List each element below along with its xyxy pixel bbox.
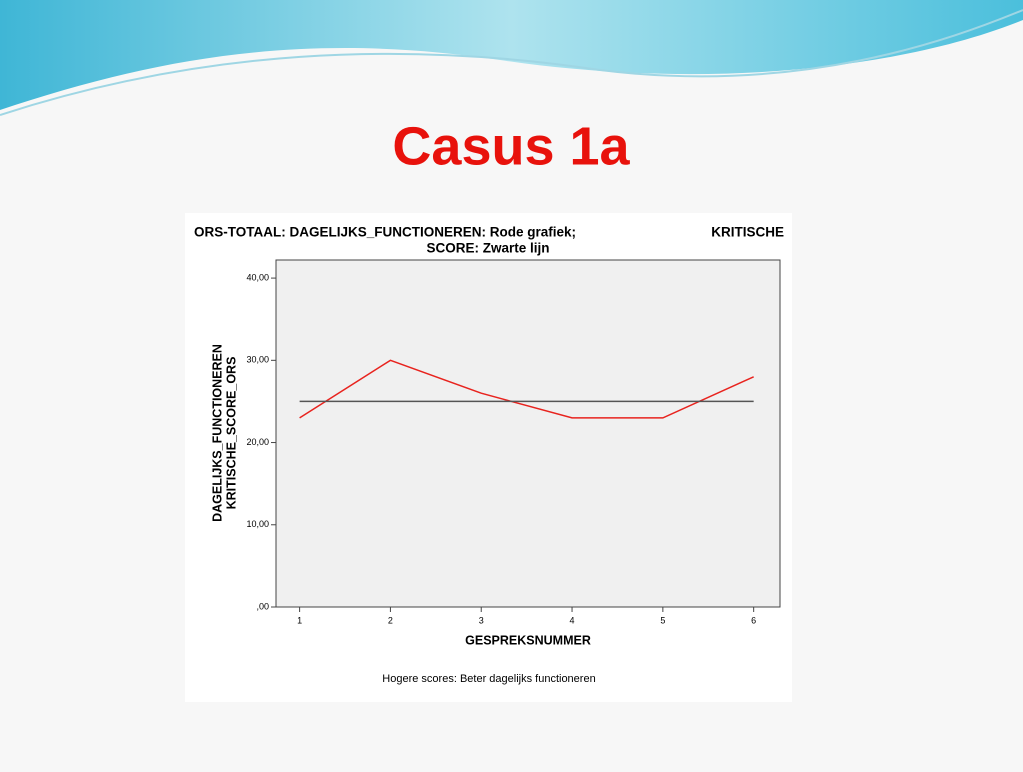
x-axis-label: GESPREKSNUMMER bbox=[465, 633, 591, 647]
y-axis-label: DAGELIJKS_FUNCTIONEREN bbox=[210, 344, 224, 522]
header-line bbox=[0, 9, 1023, 116]
chart-note: Hogere scores: Beter dagelijks functione… bbox=[382, 673, 595, 685]
x-tick-label: 5 bbox=[660, 615, 665, 625]
x-tick-label: 3 bbox=[479, 615, 484, 625]
y-tick-label: 30,00 bbox=[246, 355, 269, 365]
series-line bbox=[299, 359, 754, 419]
y-tick-label: 10,00 bbox=[246, 519, 269, 529]
chart-title: SCORE: Zwarte lijn bbox=[426, 241, 549, 256]
x-tick-label: 2 bbox=[388, 615, 393, 625]
slide-title: Casus 1a bbox=[392, 116, 630, 176]
x-tick-label: 4 bbox=[570, 615, 575, 625]
y-tick-label: ,00 bbox=[256, 601, 269, 611]
chart-title: ORS-TOTAAL: DAGELIJKS_FUNCTIONEREN: Rode… bbox=[194, 225, 576, 240]
plot-area bbox=[275, 259, 781, 608]
y-tick-label: 20,00 bbox=[246, 437, 269, 447]
chart-title: KRITISCHE bbox=[711, 225, 784, 240]
header-wave bbox=[0, 0, 1023, 110]
y-axis-label: KRITISCHE_SCORE_ORS bbox=[224, 357, 238, 510]
x-tick-label: 1 bbox=[297, 615, 302, 625]
x-tick-label: 6 bbox=[751, 615, 756, 625]
y-tick-label: 40,00 bbox=[246, 272, 269, 282]
